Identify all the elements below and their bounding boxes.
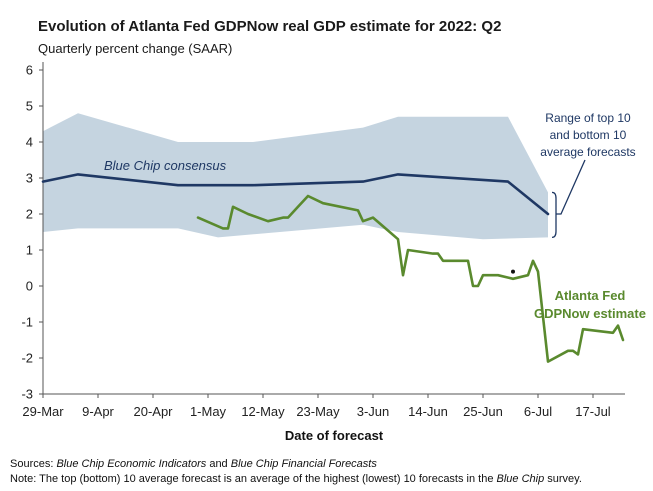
x-tick-label: 20-Apr xyxy=(133,404,173,419)
chart-subtitle: Quarterly percent change (SAAR) xyxy=(38,41,233,56)
range-leader-line xyxy=(556,159,586,215)
y-tick-label: 2 xyxy=(26,207,33,222)
note-suffix: survey. xyxy=(544,473,582,485)
range-band-layer xyxy=(43,113,548,240)
x-tick-label: 23-May xyxy=(296,404,340,419)
sources-line: Sources: Blue Chip Economic Indicators a… xyxy=(10,457,582,472)
x-tick-label: 6-Jul xyxy=(524,404,552,419)
range-label-line: average forecasts xyxy=(540,145,635,159)
series-lines-layer xyxy=(41,173,625,363)
x-tick-label: 29-Mar xyxy=(22,404,64,419)
annotation-layer: Blue Chip consensus Range of top 10 and bo… xyxy=(104,111,646,321)
y-tick-label: 6 xyxy=(26,63,33,78)
note-survey-name: Blue Chip xyxy=(496,473,545,485)
x-tick-label: 9-Apr xyxy=(82,404,114,419)
source-economic-indicators: Blue Chip Economic Indicators xyxy=(56,458,207,470)
consensus-label: Blue Chip consensus xyxy=(104,158,227,173)
y-tick-label: -2 xyxy=(21,351,33,366)
forecast-range-band xyxy=(43,113,548,240)
y-tick-label: -3 xyxy=(21,387,33,402)
source-financial-forecasts: Blue Chip Financial Forecasts xyxy=(230,458,377,470)
sources-mid: and xyxy=(206,458,231,470)
gdpnow-label-line: Atlanta Fed xyxy=(555,288,626,303)
chart-footer: Sources: Blue Chip Economic Indicators a… xyxy=(10,457,582,487)
y-tick-label: 4 xyxy=(26,135,33,150)
range-bracket xyxy=(551,191,557,239)
series-line-blue-chip-consensus xyxy=(41,173,550,216)
gdpnow-label-line: GDPNow estimate xyxy=(534,306,646,321)
y-tick-label: 1 xyxy=(26,243,33,258)
x-axis-title: Date of forecast xyxy=(285,428,384,443)
series-line-gdpnow xyxy=(196,194,625,363)
note-prefix: Note: The top (bottom) 10 average foreca… xyxy=(10,473,497,485)
x-tick-label: 12-May xyxy=(241,404,285,419)
y-tick-label: 3 xyxy=(26,171,33,186)
range-label-line: Range of top 10 xyxy=(545,111,631,125)
y-tick-label: -1 xyxy=(21,315,33,330)
y-tick-label: 0 xyxy=(26,279,33,294)
x-tick-label: 1-May xyxy=(190,404,227,419)
y-tick-label: 5 xyxy=(26,99,33,114)
sources-prefix: Sources: xyxy=(10,458,57,470)
range-label-line: and bottom 10 xyxy=(550,128,627,142)
x-tick-label: 3-Jun xyxy=(357,404,390,419)
chart-title: Evolution of Atlanta Fed GDPNow real GDP… xyxy=(38,18,502,35)
axes-layer: 6 5 4 3 2 1 0 -1 -2 -3 29-Mar 9-Apr 20-Apr 1-May 12-Ma… xyxy=(21,62,625,443)
x-tick-label: 14-Jun xyxy=(408,404,448,419)
gdpnow-marker-point xyxy=(511,269,515,274)
x-tick-label: 25-Jun xyxy=(463,404,503,419)
x-tick-label: 17-Jul xyxy=(575,404,611,419)
note-line: Note: The top (bottom) 10 average foreca… xyxy=(10,472,582,487)
